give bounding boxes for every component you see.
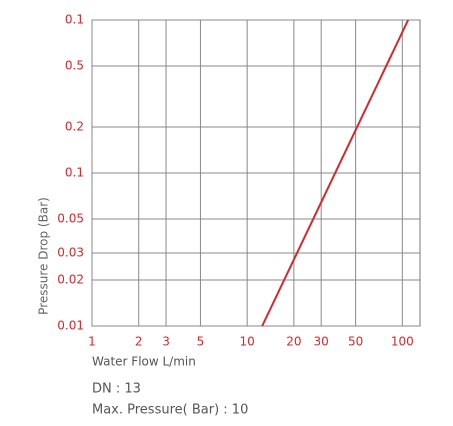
x-axis-label: Water Flow L/min [92,355,196,369]
y-tick-label: 0.1 [65,166,84,180]
x-tick-label: 3 [162,335,170,349]
y-tick-label: 0.01 [57,319,84,333]
x-tick-label: 2 [135,335,143,349]
y-tick-label: 0.2 [65,119,84,133]
x-tick-label: 10 [240,335,255,349]
data-line [261,19,410,327]
y-tick-label: 0.5 [65,59,84,73]
x-tick-label: 1 [88,335,96,349]
y-tick-label: 0.1 [65,13,84,27]
x-tick-label: 20 [286,335,301,349]
y-tick-label: 0.02 [57,272,84,286]
x-tick-label: 5 [197,335,205,349]
annotation: Max. Pressure( Bar) : 10 [92,403,248,418]
annotation: DN : 13 [92,382,141,397]
y-tick-label: 0.05 [57,212,84,226]
x-tick-label: 100 [391,335,414,349]
y-tick-label: 0.03 [57,246,84,260]
y-axis-label: Pressure Drop (Bar) [37,197,51,315]
x-tick-label: 30 [314,335,329,349]
x-tick-label: 50 [348,335,363,349]
